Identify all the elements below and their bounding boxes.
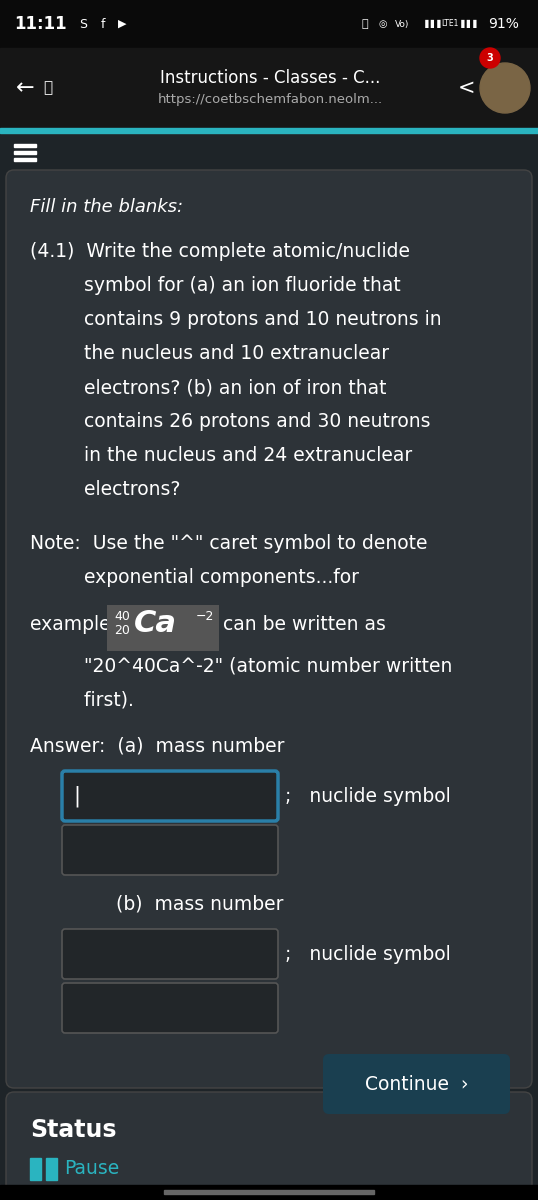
Text: ;   nuclide symbol: ; nuclide symbol <box>285 944 451 964</box>
Text: 🔇: 🔇 <box>362 19 369 29</box>
Text: exponential components...for: exponential components...for <box>30 568 359 587</box>
FancyBboxPatch shape <box>62 983 278 1033</box>
Text: Vo): Vo) <box>395 19 409 29</box>
Text: 20: 20 <box>114 624 130 637</box>
Bar <box>30 1158 41 1180</box>
FancyBboxPatch shape <box>6 170 532 1088</box>
Text: f: f <box>101 18 105 30</box>
Circle shape <box>480 48 500 68</box>
Text: Answer:  (a)  mass number: Answer: (a) mass number <box>30 736 285 755</box>
Text: electrons? (b) an ion of iron that: electrons? (b) an ion of iron that <box>30 378 386 397</box>
Text: (4.1)  Write the complete atomic/nuclide: (4.1) Write the complete atomic/nuclide <box>30 242 410 260</box>
Bar <box>0 0 538 48</box>
Bar <box>14 144 36 146</box>
Text: Instructions - Classes - C...: Instructions - Classes - C... <box>160 68 380 86</box>
Text: Ca: Ca <box>134 608 177 638</box>
FancyBboxPatch shape <box>6 1092 532 1193</box>
Text: ;   nuclide symbol: ; nuclide symbol <box>285 786 451 805</box>
Text: "20^40Ca^-2" (atomic number written: "20^40Ca^-2" (atomic number written <box>30 656 452 674</box>
Bar <box>14 158 36 161</box>
Text: −2: −2 <box>196 610 214 623</box>
Text: Continue  ›: Continue › <box>365 1074 468 1093</box>
Text: 🔒: 🔒 <box>44 80 53 96</box>
Text: Pause: Pause <box>64 1159 119 1178</box>
Text: 3: 3 <box>487 53 493 62</box>
Text: the nucleus and 10 extranuclear: the nucleus and 10 extranuclear <box>30 344 389 362</box>
Text: Note:  Use the "^" caret symbol to denote: Note: Use the "^" caret symbol to denote <box>30 534 428 553</box>
Text: in the nucleus and 24 extranuclear: in the nucleus and 24 extranuclear <box>30 446 412 464</box>
Bar <box>0 128 538 133</box>
Bar <box>0 48 538 128</box>
Text: symbol for (a) an ion fluoride that: symbol for (a) an ion fluoride that <box>30 276 401 295</box>
Text: (b)  mass number: (b) mass number <box>116 894 284 913</box>
FancyBboxPatch shape <box>323 1054 510 1114</box>
Text: ▐▐▐: ▐▐▐ <box>458 19 478 29</box>
Circle shape <box>480 62 530 113</box>
Bar <box>0 138 538 180</box>
Text: can be written as: can be written as <box>223 614 386 634</box>
FancyBboxPatch shape <box>62 826 278 875</box>
Text: <: < <box>457 78 475 98</box>
Bar <box>164 1190 374 1194</box>
FancyBboxPatch shape <box>107 605 219 650</box>
Text: ▐▐▐: ▐▐▐ <box>422 19 442 29</box>
Text: 40: 40 <box>114 610 130 623</box>
Text: contains 26 protons and 30 neutrons: contains 26 protons and 30 neutrons <box>30 412 430 431</box>
Text: 91%: 91% <box>489 17 519 31</box>
Text: ◎: ◎ <box>379 19 387 29</box>
Bar <box>46 1158 57 1180</box>
Text: Status: Status <box>30 1118 117 1142</box>
Text: contains 9 protons and 10 neutrons in: contains 9 protons and 10 neutrons in <box>30 310 442 329</box>
FancyBboxPatch shape <box>62 770 278 821</box>
Bar <box>0 133 538 1200</box>
Text: first).: first). <box>30 690 134 709</box>
Text: Fill in the blanks:: Fill in the blanks: <box>30 198 183 216</box>
Text: |: | <box>73 785 80 806</box>
FancyBboxPatch shape <box>62 929 278 979</box>
Text: ←: ← <box>16 78 34 98</box>
Text: ▶: ▶ <box>118 19 126 29</box>
Bar <box>0 1186 538 1200</box>
Text: example,: example, <box>30 614 123 634</box>
Text: S: S <box>79 18 87 30</box>
Bar <box>14 151 36 154</box>
Text: LTE1: LTE1 <box>441 19 459 29</box>
Text: https://coetbschemfabon.neolm...: https://coetbschemfabon.neolm... <box>158 94 383 107</box>
Text: electrons?: electrons? <box>30 480 180 499</box>
Text: 11:11: 11:11 <box>14 14 67 32</box>
